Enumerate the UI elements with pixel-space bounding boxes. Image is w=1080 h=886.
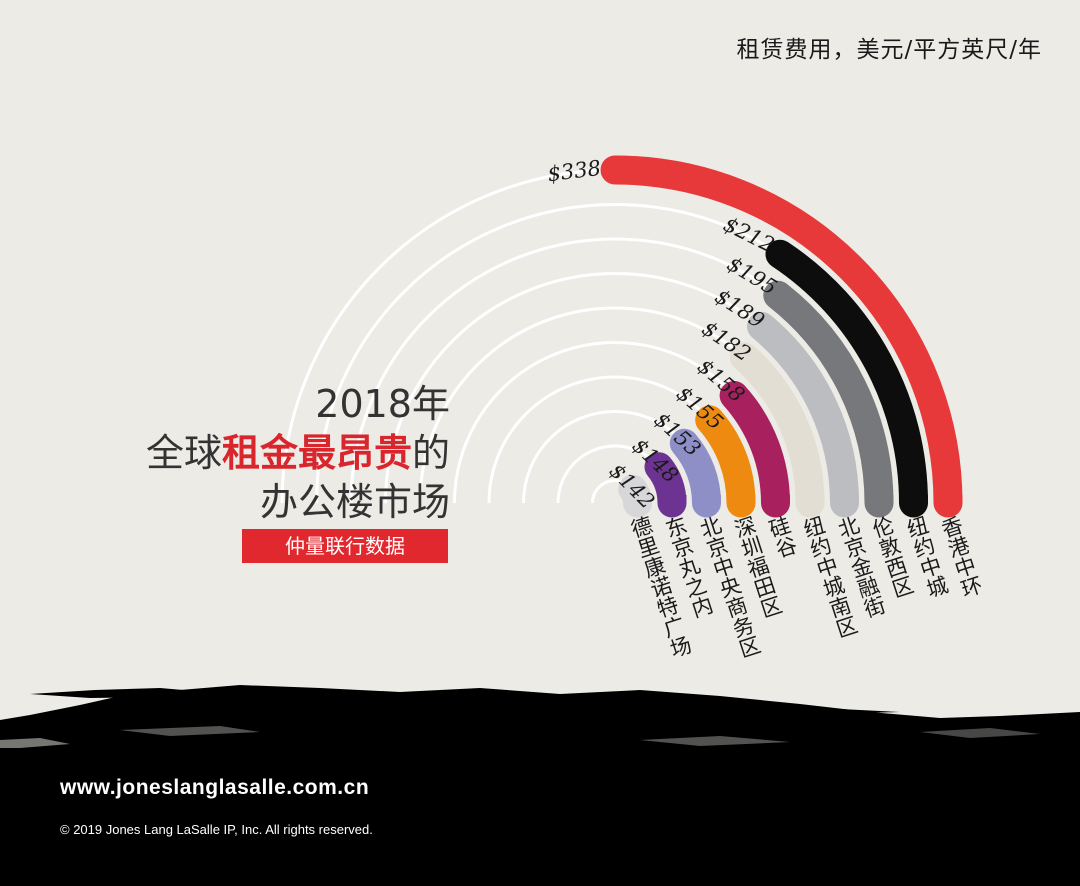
bar-6 bbox=[719, 381, 790, 518]
source-badge: 仲量联行数据 bbox=[242, 529, 448, 563]
title-prefix: 全球 bbox=[145, 431, 222, 475]
title-highlight: 租金最昂贵 bbox=[221, 431, 412, 475]
bar-4 bbox=[747, 311, 859, 518]
bar-base-9 bbox=[657, 495, 687, 503]
value-label-1: $338 bbox=[546, 156, 602, 186]
bar-1 bbox=[600, 155, 963, 518]
bar-base-3 bbox=[864, 495, 894, 503]
bar-3 bbox=[763, 280, 894, 518]
bar-base-5 bbox=[795, 495, 825, 503]
title-suffix: 的 bbox=[411, 431, 450, 475]
bar-base-7 bbox=[726, 495, 756, 503]
bar-base-1 bbox=[933, 495, 963, 503]
category-label-6: 硅谷 bbox=[764, 513, 800, 561]
bar-base-8 bbox=[692, 495, 721, 503]
bar-base-4 bbox=[830, 495, 859, 503]
title-main: 全球租金最昂贵的 bbox=[146, 422, 450, 477]
bar-5 bbox=[729, 342, 825, 518]
bar-base-10 bbox=[623, 495, 652, 503]
unit-label: 租赁费用，美元/平方英尺/年 bbox=[736, 37, 1042, 63]
bar-2 bbox=[765, 239, 928, 518]
bar-base-6 bbox=[761, 495, 790, 503]
title-year: 2018年 bbox=[315, 382, 450, 426]
category-labels: 香港中环纽约中城伦敦西区北京金融街纽约中城南区硅谷深圳福田区北京中央商务区东京丸… bbox=[626, 513, 985, 661]
bar-7 bbox=[695, 405, 756, 518]
bar-base-2 bbox=[899, 495, 928, 503]
bars bbox=[600, 155, 963, 518]
footer-website-link[interactable]: www.joneslanglasalle.com.cn bbox=[60, 776, 370, 799]
footer-copyright: © 2019 Jones Lang LaSalle IP, Inc. All r… bbox=[60, 822, 373, 837]
footer-brush-band bbox=[0, 685, 1080, 886]
title-subject: 办公楼市场 bbox=[259, 480, 450, 524]
